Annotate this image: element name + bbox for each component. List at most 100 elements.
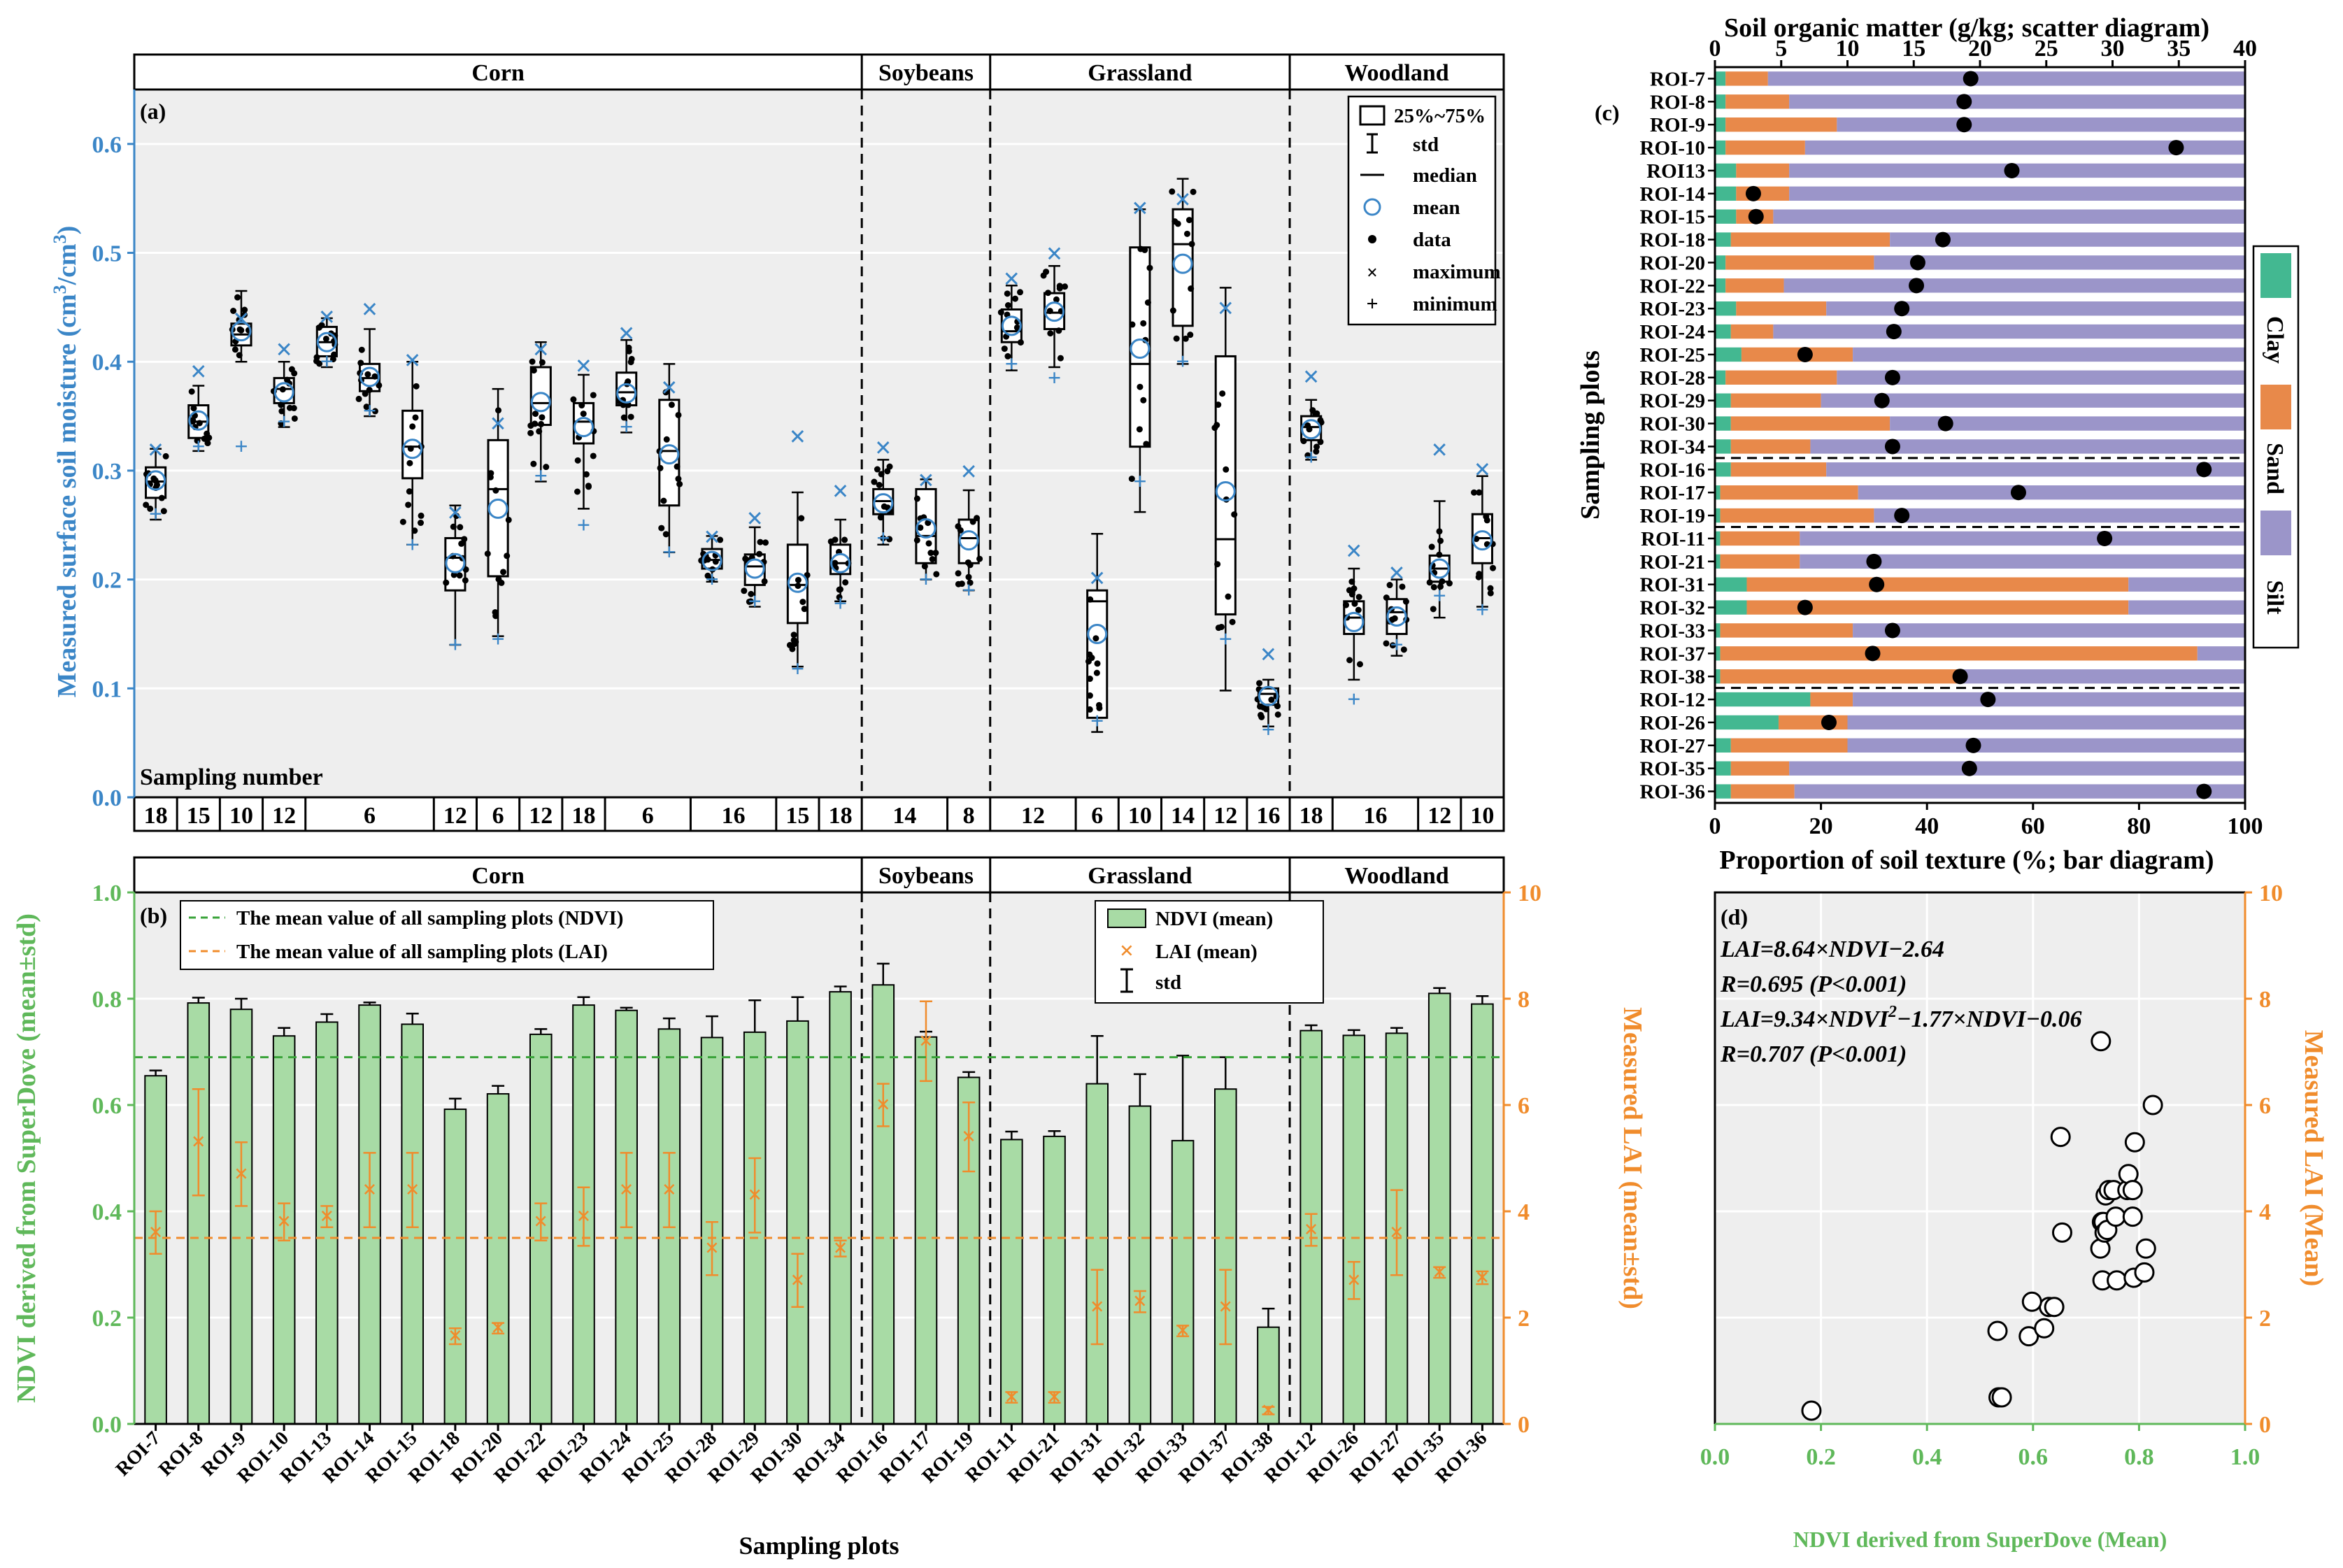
y-tick-label: ROI-18 (1640, 229, 1705, 252)
lai-marker: × (1390, 1218, 1404, 1246)
sand-segment (1736, 186, 1790, 201)
silt-segment (1767, 71, 2245, 86)
data-point (1309, 407, 1316, 414)
data-point (1317, 417, 1324, 424)
bottom-tick-label: 60 (2021, 813, 2045, 839)
data-point (1001, 345, 1008, 352)
data-point (1129, 321, 1136, 328)
minimum-marker: + (277, 409, 290, 435)
sampling-number: 6 (364, 803, 376, 829)
y-tick-label: 0.5 (92, 241, 122, 267)
silt-segment (1789, 761, 2245, 776)
data-point (1490, 564, 1497, 571)
sand-segment (1730, 324, 1774, 339)
y-tick-label: ROI-16 (1640, 459, 1705, 481)
organic-matter-dot (1884, 369, 1900, 385)
boxplot: ×+ (229, 290, 252, 460)
ndvi-bar (1213, 1088, 1237, 1425)
silt-segment (1821, 393, 2245, 408)
lai-marker: × (619, 1176, 634, 1204)
boxplot: ×+ (1471, 454, 1497, 623)
mean-marker (487, 498, 508, 519)
data-point (674, 463, 681, 470)
minimum-marker: + (962, 578, 975, 604)
ndvi-bar (1471, 1003, 1494, 1425)
boxplot: ×+ (698, 521, 724, 593)
boxplot: ×+ (313, 301, 339, 375)
data-point (880, 535, 887, 542)
data-point (712, 558, 719, 565)
sampling-number: 15 (187, 803, 211, 829)
data-point (675, 411, 682, 418)
minimum-marker: + (662, 540, 676, 566)
group-label: Woodland (1344, 863, 1448, 889)
data-point (1342, 601, 1349, 608)
sampling-number: 12 (529, 803, 553, 829)
legend-lai-mean-label: The mean value of all sampling plots (LA… (236, 941, 608, 963)
boxplot: ×+ (827, 476, 852, 617)
mean-marker (1087, 623, 1108, 644)
minimum-marker: + (1433, 583, 1446, 609)
data-point (675, 476, 682, 483)
maximum-marker: × (875, 432, 892, 464)
data-point (504, 553, 511, 560)
data-point (1471, 489, 1478, 496)
boxplot: ×+ (615, 318, 638, 441)
data-point (462, 566, 469, 573)
data-point (786, 641, 793, 648)
ndvi-bar (1427, 992, 1451, 1425)
clay-segment (1715, 140, 1726, 155)
silt-segment (1847, 738, 2245, 753)
data-point (143, 501, 150, 508)
lai-marker: × (1347, 1266, 1362, 1294)
data-point (841, 536, 848, 543)
data-point (757, 539, 764, 546)
data-point (620, 414, 627, 421)
data-point (500, 569, 507, 576)
sampling-number: 6 (1091, 803, 1103, 829)
data-point (590, 392, 597, 399)
data-point (539, 359, 546, 366)
scatter-point (2018, 1326, 2039, 1347)
panel-b-box-legend: NDVI (mean) × LAI (mean) std (1095, 900, 1324, 1004)
data-point (1017, 289, 1024, 296)
data-point (1182, 335, 1189, 342)
data-point (498, 579, 505, 586)
maximum-marker: × (1089, 563, 1106, 595)
boxplot: ×+ (570, 350, 597, 539)
mean-marker (1215, 481, 1236, 502)
sand-segment (1725, 278, 1784, 293)
organic-matter-dot (1797, 346, 1813, 362)
lai-marker: × (1304, 1216, 1318, 1243)
organic-matter-dot (1956, 94, 1972, 110)
organic-matter-dot (2097, 530, 2113, 546)
data-point (790, 632, 797, 639)
organic-matter-dot (2168, 140, 2184, 156)
data-point (1426, 579, 1433, 586)
scatter-point (2044, 1297, 2065, 1318)
maximum-marker: × (362, 294, 378, 326)
minimum-marker: + (1476, 597, 1489, 623)
sand-segment (1730, 439, 1811, 454)
data-point (676, 480, 683, 487)
organic-matter-dot (1894, 508, 1910, 524)
boxplot: ×+ (270, 334, 298, 435)
data-point (957, 527, 964, 534)
panel-b-ndvi-bars (144, 962, 1494, 1425)
sampling-number: 10 (229, 803, 253, 829)
y-tick-label: ROI-9 (1650, 114, 1705, 136)
data-point (241, 306, 248, 313)
data-point (660, 497, 667, 504)
data-point (529, 358, 536, 365)
lai-marker: × (1090, 1292, 1104, 1320)
panel-b-x-axis-title: Sampling plots (739, 1532, 899, 1560)
data-point (278, 420, 285, 427)
clay-segment (1715, 163, 1737, 178)
data-point (1446, 580, 1453, 587)
data-point (1231, 511, 1238, 518)
maximum-marker: × (532, 334, 549, 366)
clay-segment (1715, 761, 1731, 776)
boxplot: ×+ (527, 334, 552, 490)
data-point (1436, 528, 1443, 535)
data-point (487, 470, 494, 477)
